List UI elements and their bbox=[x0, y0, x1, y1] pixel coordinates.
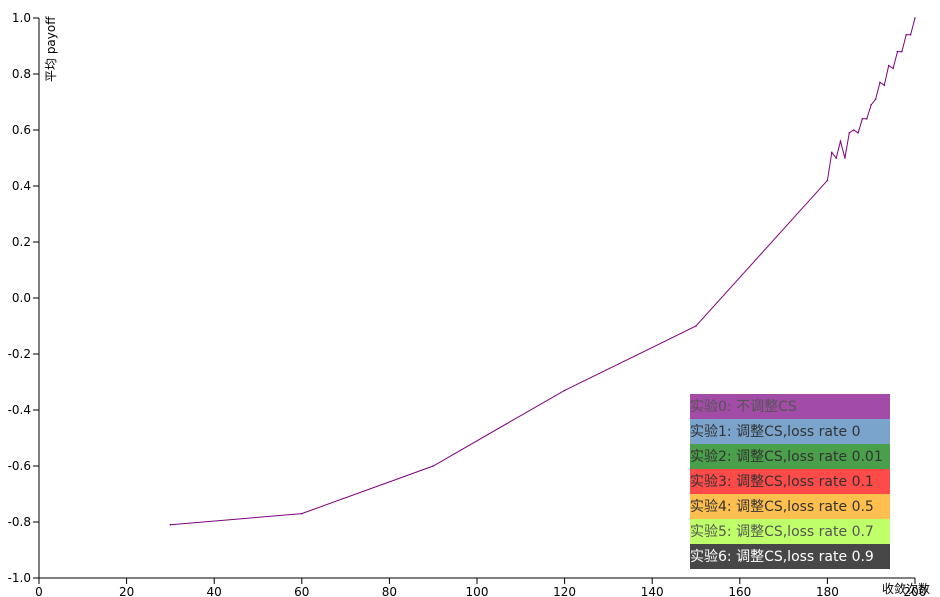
data-point bbox=[887, 64, 890, 67]
y-tick-label: 1.0 bbox=[12, 11, 31, 25]
legend-swatch bbox=[690, 469, 890, 494]
legend-label: 实验4: 调整CS,loss rate 0.5 bbox=[690, 499, 874, 515]
legend-swatch bbox=[690, 494, 890, 519]
legend-item: 实验3: 调整CS,loss rate 0.1 bbox=[690, 469, 890, 494]
legend-item: 实验6: 调整CS,loss rate 0.9 bbox=[690, 544, 890, 569]
data-point bbox=[905, 34, 908, 36]
legend-label: 实验0: 不调整CS bbox=[690, 399, 797, 415]
data-point bbox=[909, 34, 912, 36]
data-point bbox=[830, 151, 833, 154]
x-axis-ticks: 0 20 40 60 80 100 120 140 160 180 200 bbox=[35, 578, 926, 597]
data-point bbox=[883, 84, 886, 86]
legend-item: 实验1: 调整CS,loss rate 0 bbox=[690, 419, 890, 444]
data-point bbox=[844, 157, 846, 159]
legend-label: 实验6: 调整CS,loss rate 0.9 bbox=[690, 549, 874, 565]
data-point bbox=[835, 157, 837, 159]
legend-item: 实验4: 调整CS,loss rate 0.5 bbox=[690, 494, 890, 519]
legend-label: 实验3: 调整CS,loss rate 0.1 bbox=[690, 474, 874, 490]
y-tick-label: -0.4 bbox=[8, 403, 31, 417]
data-point bbox=[848, 132, 851, 134]
x-tick-label: 160 bbox=[728, 585, 751, 597]
x-tick-label: 100 bbox=[466, 585, 489, 597]
y-tick-label: -0.2 bbox=[8, 347, 31, 361]
legend-swatch bbox=[690, 519, 890, 544]
data-point bbox=[901, 50, 903, 53]
y-tick-label: -0.6 bbox=[8, 459, 31, 473]
data-point bbox=[695, 325, 697, 327]
legend-swatch bbox=[690, 444, 890, 469]
y-axis-ticks: 1.0 0.8 0.6 0.4 0.2 0.0 -0.2 -0.4 -0.6 -0.8 -1.0 bbox=[8, 11, 39, 585]
legend-item: 实验5: 调整CS,loss rate 0.7 bbox=[690, 519, 890, 544]
legend-label: 实验1: 调整CS,loss rate 0 bbox=[690, 424, 860, 440]
data-point bbox=[914, 17, 916, 19]
y-axis-title: 平均 payoff bbox=[44, 16, 58, 82]
y-tick-label: 0.2 bbox=[12, 235, 31, 249]
y-tick-label: 0.4 bbox=[12, 179, 31, 193]
legend-label: 实验2: 调整CS,loss rate 0.01 bbox=[690, 449, 883, 465]
data-point bbox=[839, 140, 842, 142]
x-tick-label: 140 bbox=[641, 585, 664, 597]
y-tick-label: -0.8 bbox=[8, 515, 31, 529]
data-point bbox=[301, 512, 303, 515]
x-tick-label: 20 bbox=[119, 585, 134, 597]
y-tick-label: 0.6 bbox=[12, 123, 31, 137]
data-point bbox=[857, 132, 859, 134]
x-tick-label: 180 bbox=[816, 585, 839, 597]
x-tick-label: 0 bbox=[35, 585, 43, 597]
x-axis-title: 收敛次数 bbox=[882, 581, 930, 596]
data-point bbox=[870, 104, 872, 106]
series-line bbox=[170, 17, 916, 526]
legend: 实验0: 不调整CS 实验1: 调整CS,loss rate 0 实验2: 调整CS… bbox=[690, 394, 890, 569]
x-tick-label: 40 bbox=[207, 585, 222, 597]
data-point bbox=[169, 524, 172, 526]
x-tick-label: 80 bbox=[382, 585, 397, 597]
data-point bbox=[866, 118, 868, 120]
data-point bbox=[892, 67, 894, 70]
y-tick-label: -1.0 bbox=[8, 571, 31, 585]
data-point bbox=[826, 179, 829, 182]
legend-item: 实验2: 调整CS,loss rate 0.01 bbox=[690, 444, 890, 469]
data-point bbox=[563, 389, 566, 392]
x-tick-label: 60 bbox=[294, 585, 309, 597]
data-point bbox=[432, 465, 435, 467]
x-tick-label: 120 bbox=[553, 585, 576, 597]
legend-item: 实验0: 不调整CS bbox=[690, 394, 890, 419]
y-tick-label: 0.0 bbox=[12, 291, 31, 305]
legend-swatch bbox=[690, 544, 890, 569]
x-tick-label: 200 bbox=[904, 585, 927, 597]
data-point bbox=[852, 129, 855, 131]
data-point bbox=[861, 118, 864, 120]
legend-label: 实验5: 调整CS,loss rate 0.7 bbox=[690, 524, 874, 540]
legend-swatch bbox=[690, 419, 890, 444]
plot-area bbox=[169, 17, 916, 526]
y-tick-label: 0.8 bbox=[12, 67, 31, 81]
data-point bbox=[879, 81, 881, 84]
legend-swatch bbox=[690, 394, 890, 419]
data-point bbox=[896, 50, 899, 53]
data-point bbox=[874, 98, 877, 100]
